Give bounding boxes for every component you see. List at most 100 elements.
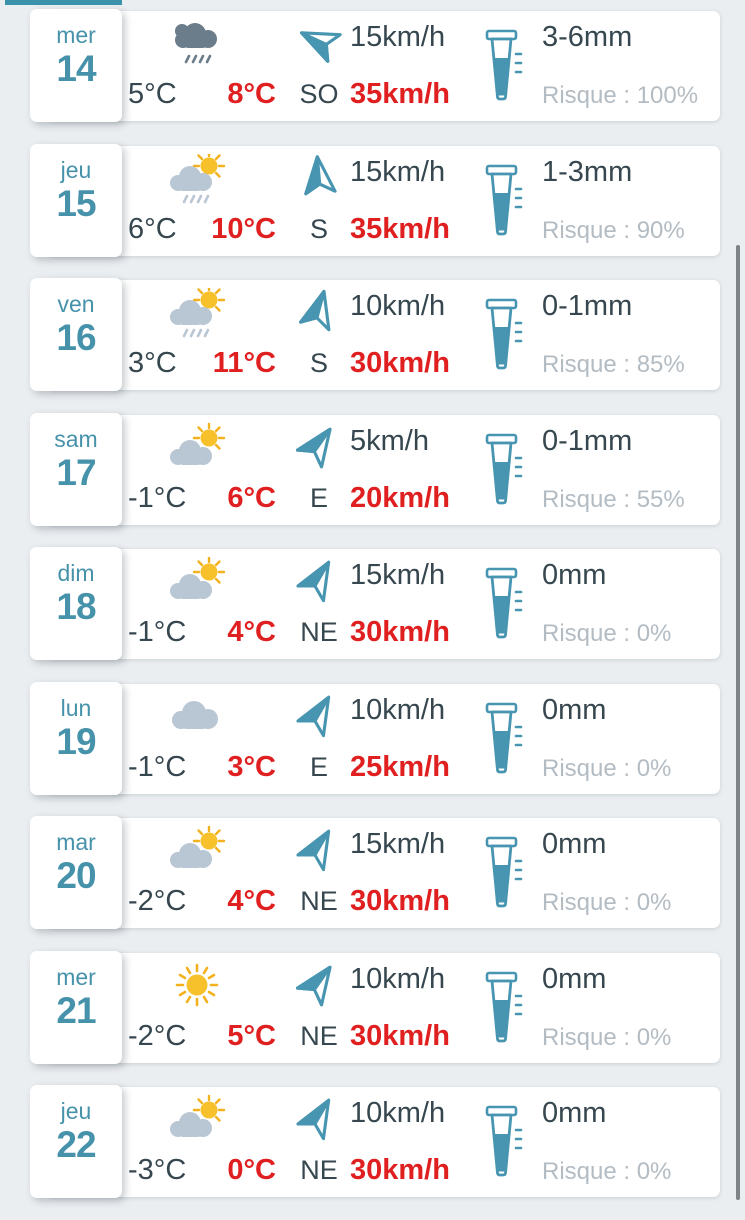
wind-direction-arrow-icon — [295, 152, 343, 200]
forecast-card: 3°C 11°C S 10km/h 30km/h — [48, 280, 720, 390]
precipitation-risk: Risque : 55% — [542, 485, 685, 513]
weather-column: 5°C 8°C — [128, 11, 290, 121]
precipitation-block: 0-1mm Risque : 85% — [540, 280, 720, 390]
precipitation-amount: 0-1mm — [542, 424, 633, 457]
forecast-row[interactable]: 5°C 8°C SO 15km/h 35km/h — [30, 9, 720, 122]
day-card: jeu 15 — [30, 143, 122, 257]
precipitation-risk: Risque : 0% — [542, 754, 672, 782]
wind-speed: 10km/h — [350, 1097, 446, 1129]
temperatures: -1°C 6°C — [128, 482, 290, 515]
precipitation-amount: 3-6mm — [542, 21, 633, 53]
date-number: 16 — [56, 317, 96, 359]
rain-gauge-icon — [484, 11, 540, 121]
day-label: lun — [60, 694, 92, 721]
forecast-list[interactable]: 5°C 8°C SO 15km/h 35km/h — [30, 9, 720, 1220]
day-label: ven — [57, 291, 95, 317]
precipitation-column: 0mm Risque : 0% — [468, 953, 720, 1063]
forecast-row[interactable]: -1°C 3°C E 10km/h 25km/h — [30, 681, 720, 795]
day-card: lun 19 — [30, 681, 122, 795]
min-temperature: 5°C — [128, 78, 177, 110]
precipitation-amount: 1-3mm — [542, 155, 633, 188]
forecast-row[interactable]: -1°C 4°C NE 15km/h 30km/h — [30, 547, 720, 660]
forecast-card: -1°C 6°C E 5km/h 20km/h — [48, 414, 720, 525]
min-temperature: -1°C — [128, 750, 187, 783]
day-card: jeu 22 — [30, 1085, 122, 1198]
precipitation-amount: 0mm — [542, 693, 607, 726]
date-number: 20 — [56, 855, 96, 897]
forecast-row[interactable]: -2°C 5°C NE 10km/h 30km/h — [30, 950, 720, 1064]
rain-gauge-icon — [484, 280, 540, 390]
weather-icon — [161, 557, 233, 607]
temperatures: -2°C 5°C — [128, 1020, 290, 1053]
max-temperature: 4°C — [227, 616, 276, 648]
wind-speed-block: 10km/h 30km/h — [348, 953, 468, 1063]
weather-column: -2°C 4°C — [128, 818, 290, 928]
precipitation-risk: Risque : 0% — [542, 889, 672, 916]
wind-direction-arrow-icon — [289, 1087, 349, 1147]
forecast-card: -2°C 4°C NE 15km/h 30km/h — [48, 818, 720, 928]
wind-direction-label: NE — [300, 617, 338, 647]
precipitation-block: 3-6mm Risque : 100% — [540, 11, 720, 121]
precipitation-block: 0mm Risque : 0% — [540, 818, 720, 928]
day-card: sam 17 — [30, 412, 122, 526]
wind-direction-block: S — [290, 146, 348, 256]
date-number: 19 — [56, 720, 96, 762]
forecast-card: -2°C 5°C NE 10km/h 30km/h — [48, 952, 720, 1063]
rain-gauge-icon — [484, 549, 540, 659]
rain-gauge-icon — [484, 415, 540, 525]
temperatures: 6°C 10°C — [128, 213, 290, 246]
date-number: 15 — [56, 182, 96, 224]
forecast-row[interactable]: -2°C 4°C NE 15km/h 30km/h — [30, 816, 720, 929]
weather-icon — [161, 961, 233, 1011]
wind-direction-label: E — [309, 482, 328, 513]
max-temperature: 6°C — [227, 481, 276, 514]
precipitation-amount: 0mm — [542, 559, 607, 591]
day-label: jeu — [60, 1098, 92, 1124]
weather-column: -3°C 0°C — [128, 1087, 290, 1197]
wind-gusts: 30km/h — [350, 1019, 450, 1052]
wind-direction-block: E — [290, 684, 348, 794]
date-number: 21 — [56, 989, 96, 1031]
max-temperature: 4°C — [227, 885, 276, 917]
weather-icon — [161, 1095, 233, 1145]
wind-speed-block: 15km/h 35km/h — [348, 11, 468, 121]
wind-direction-block: NE — [290, 1087, 348, 1197]
wind-direction-arrow-icon — [289, 818, 349, 878]
wind-column: NE 10km/h 30km/h — [290, 1087, 468, 1197]
wind-direction-label: SO — [299, 79, 339, 109]
forecast-row[interactable]: -1°C 6°C E 5km/h 20km/h — [30, 412, 720, 526]
scrollbar[interactable] — [736, 245, 740, 1200]
day-label: dim — [57, 560, 95, 586]
weather-column: -1°C 6°C — [128, 415, 290, 525]
forecast-row[interactable]: -3°C 0°C NE 10km/h 30km/h — [30, 1085, 720, 1198]
forecast-card: -3°C 0°C NE 10km/h 30km/h — [48, 1087, 720, 1197]
date-number: 18 — [56, 586, 96, 628]
day-card: ven 16 — [30, 278, 122, 391]
wind-direction-arrow-icon — [288, 952, 349, 1013]
day-card: mar 20 — [30, 816, 122, 929]
precipitation-column: 3-6mm Risque : 100% — [468, 11, 720, 121]
wind-speed-block: 15km/h 35km/h — [348, 146, 468, 256]
min-temperature: 3°C — [128, 347, 177, 379]
weather-icon — [161, 288, 233, 338]
precipitation-column: 0mm Risque : 0% — [468, 818, 720, 928]
weather-column: -2°C 5°C — [128, 953, 290, 1063]
date-number: 14 — [56, 48, 96, 90]
precipitation-risk: Risque : 85% — [542, 351, 685, 378]
day-label: mer — [56, 22, 96, 48]
wind-column: E 10km/h 25km/h — [290, 684, 468, 794]
max-temperature: 8°C — [227, 78, 276, 110]
forecast-row[interactable]: 6°C 10°C S 15km/h 35km/h — [30, 143, 720, 257]
wind-direction-block: SO — [290, 11, 348, 121]
weather-icon — [161, 423, 233, 473]
wind-column: S 10km/h 30km/h — [290, 280, 468, 390]
wind-column: NE 10km/h 30km/h — [290, 953, 468, 1063]
wind-speed-block: 10km/h 30km/h — [348, 280, 468, 390]
precipitation-block: 0mm Risque : 0% — [540, 953, 720, 1063]
wind-speed: 10km/h — [350, 693, 446, 726]
wind-direction-label: NE — [300, 1155, 338, 1185]
forecast-row[interactable]: 3°C 11°C S 10km/h 30km/h — [30, 278, 720, 391]
precipitation-risk: Risque : 0% — [542, 620, 672, 647]
weather-column: 3°C 11°C — [128, 280, 290, 390]
weather-icon — [161, 826, 233, 876]
